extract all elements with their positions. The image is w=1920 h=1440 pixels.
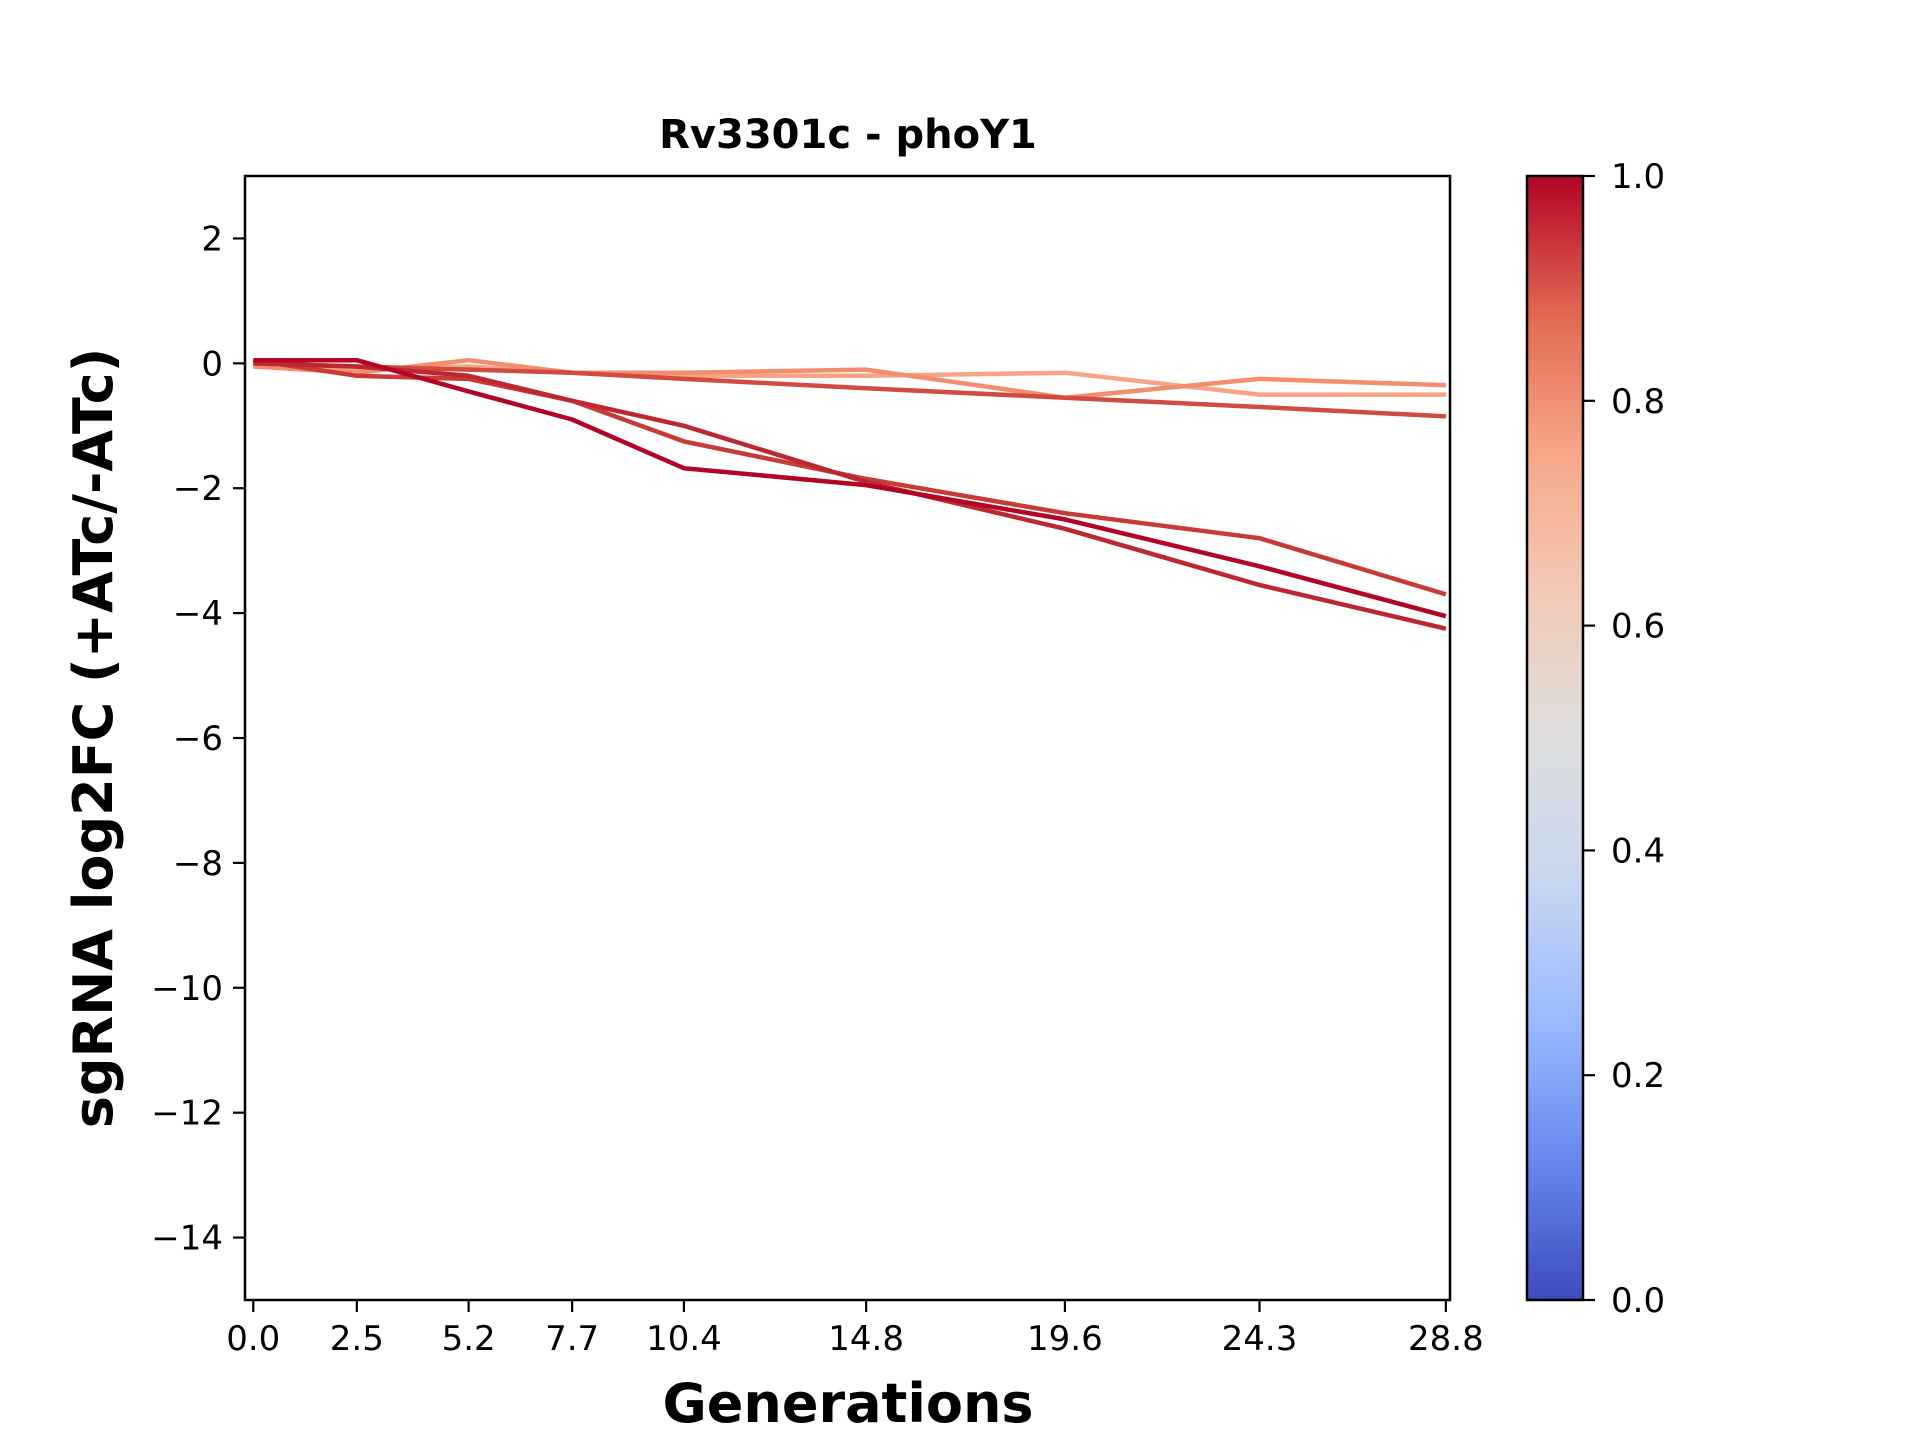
series-layer	[252, 357, 1447, 631]
colorbar	[1527, 176, 1583, 1300]
colorbar-tick-label: 1.0	[1611, 157, 1665, 197]
y-tick-label: 2	[201, 219, 223, 259]
y-axis: 2 0 −2 −4 −6 −8 −10 −12 −14	[151, 219, 245, 1259]
y-tick-label: −10	[151, 969, 223, 1009]
x-tick-label: 28.8	[1408, 1319, 1484, 1359]
x-tick-label: 10.4	[646, 1319, 722, 1359]
y-tick-label: −8	[173, 844, 223, 884]
colorbar-frame	[1525, 174, 1585, 1302]
x-tick-label: 5.2	[442, 1319, 496, 1359]
y-axis-label: sgRNA log2FC (+ATc/-ATc)	[62, 348, 125, 1129]
y-tick-label: −4	[173, 594, 223, 634]
y-tick-label: −14	[151, 1219, 223, 1259]
x-tick-label: 19.6	[1027, 1319, 1103, 1359]
colorbar-tick-label: 0.2	[1611, 1056, 1665, 1096]
chart-title: Rv3301c - phoY1	[659, 112, 1037, 158]
y-tick-label: −6	[173, 719, 223, 759]
series-line-4	[252, 357, 1447, 597]
y-tick-label: −2	[173, 469, 223, 509]
colorbar-tick-label: 0.6	[1611, 607, 1665, 647]
series-line-5	[253, 361, 1447, 631]
x-tick-label: 24.3	[1222, 1319, 1298, 1359]
x-tick-label: 7.7	[545, 1319, 599, 1359]
colorbar-tick-label: 0.4	[1611, 831, 1665, 871]
x-axis: 0.0 2.5 5.2 7.7 10.4 14.8 19.6 24.3 28.8	[226, 1300, 1484, 1359]
y-tick-label: −12	[151, 1094, 223, 1134]
series-line-6	[253, 357, 1447, 619]
x-axis-label: Generations	[662, 1372, 1033, 1435]
x-tick-label: 0.0	[226, 1319, 280, 1359]
colorbar-axis: 0.0 0.2 0.4 0.6 0.8 1.0	[1583, 157, 1665, 1321]
x-tick-label: 2.5	[330, 1319, 384, 1359]
x-tick-label: 14.8	[828, 1319, 904, 1359]
colorbar-tick-label: 0.8	[1611, 382, 1665, 422]
colorbar-tick-label: 0.0	[1611, 1281, 1665, 1321]
plot-frame	[243, 174, 1452, 1302]
y-tick-label: 0	[201, 344, 223, 384]
